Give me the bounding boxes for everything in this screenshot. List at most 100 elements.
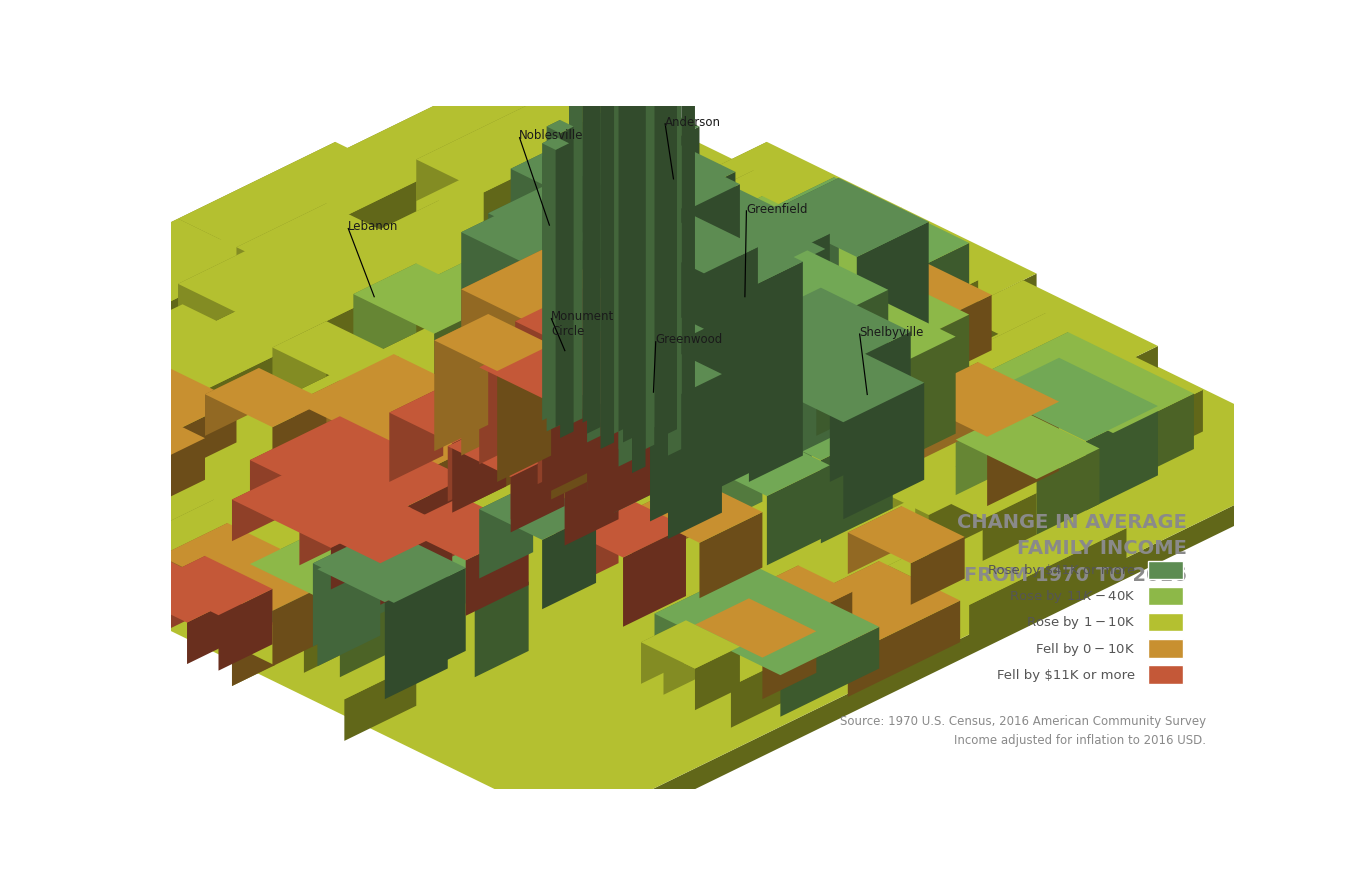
Polygon shape [668,89,695,102]
Polygon shape [385,571,448,699]
Polygon shape [605,198,784,285]
Polygon shape [673,209,744,383]
Polygon shape [754,249,825,423]
Polygon shape [178,245,372,338]
Polygon shape [642,216,695,464]
Polygon shape [151,556,206,638]
Polygon shape [111,304,281,388]
Polygon shape [573,455,1338,849]
Polygon shape [654,170,978,329]
Polygon shape [429,420,529,524]
Polygon shape [699,142,766,216]
Polygon shape [587,298,703,355]
Polygon shape [573,213,622,445]
Polygon shape [119,559,182,631]
Polygon shape [587,0,600,433]
Polygon shape [879,280,978,370]
Polygon shape [510,424,618,477]
Polygon shape [393,568,466,686]
Polygon shape [735,251,888,325]
Polygon shape [928,485,991,556]
Polygon shape [537,343,668,406]
Polygon shape [435,242,506,346]
Polygon shape [628,239,677,471]
Polygon shape [650,35,664,429]
Polygon shape [857,222,928,368]
Polygon shape [839,267,902,381]
Polygon shape [664,610,754,695]
Polygon shape [232,460,411,548]
FancyBboxPatch shape [1148,639,1183,657]
Polygon shape [178,245,259,339]
Polygon shape [664,41,677,436]
Polygon shape [1090,346,1158,421]
Polygon shape [632,479,695,565]
Polygon shape [754,338,835,476]
Polygon shape [273,578,340,666]
Polygon shape [583,96,636,427]
Polygon shape [178,142,336,260]
Polygon shape [452,417,506,513]
Polygon shape [956,280,1023,354]
Text: Shelbyville: Shelbyville [860,326,924,338]
Polygon shape [547,240,610,326]
Polygon shape [835,207,902,283]
Polygon shape [435,242,596,321]
Polygon shape [561,127,573,438]
Polygon shape [344,664,417,741]
Polygon shape [0,478,192,594]
Polygon shape [668,374,723,539]
Polygon shape [587,218,677,455]
Polygon shape [466,200,529,286]
Polygon shape [766,178,928,257]
Polygon shape [681,196,762,291]
Polygon shape [74,541,129,610]
Polygon shape [399,497,461,583]
Polygon shape [515,222,695,310]
Polygon shape [650,329,703,522]
Polygon shape [766,561,879,657]
Polygon shape [632,145,681,447]
Polygon shape [555,144,569,427]
Polygon shape [218,589,273,671]
Polygon shape [317,539,448,602]
Text: Noblesville: Noblesville [520,129,584,143]
Polygon shape [515,289,583,460]
Polygon shape [614,271,695,408]
Polygon shape [151,439,206,506]
Polygon shape [861,451,924,524]
Polygon shape [80,357,147,431]
Polygon shape [686,184,740,460]
Text: Anderson: Anderson [665,115,721,128]
Polygon shape [0,59,1338,828]
Polygon shape [906,362,1058,437]
Text: Greenwood: Greenwood [655,333,723,346]
Polygon shape [448,420,565,477]
Polygon shape [916,460,1036,519]
Polygon shape [569,0,583,425]
Polygon shape [169,400,236,476]
Polygon shape [798,592,853,660]
Polygon shape [835,207,1036,307]
Polygon shape [642,0,654,451]
Polygon shape [861,451,991,515]
Polygon shape [573,206,843,338]
Polygon shape [480,483,596,540]
Polygon shape [555,494,618,594]
Polygon shape [758,228,821,341]
Polygon shape [542,514,596,610]
Polygon shape [498,345,551,482]
Polygon shape [542,126,605,433]
Polygon shape [987,332,1194,433]
Polygon shape [835,207,902,283]
Polygon shape [654,565,879,675]
Polygon shape [632,479,762,543]
Polygon shape [84,405,137,473]
Polygon shape [313,528,385,647]
Polygon shape [551,293,632,500]
Polygon shape [843,383,924,519]
Polygon shape [618,0,632,431]
Polygon shape [488,239,587,399]
Polygon shape [987,358,1058,462]
Polygon shape [910,537,965,605]
